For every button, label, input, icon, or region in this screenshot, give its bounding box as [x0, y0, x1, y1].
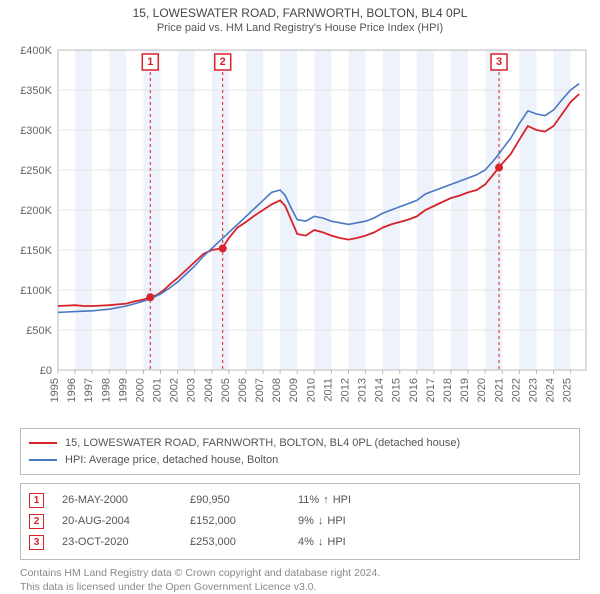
row-date: 23-OCT-2020 [62, 532, 172, 553]
svg-text:2016: 2016 [408, 378, 420, 402]
svg-text:2014: 2014 [374, 378, 386, 402]
svg-text:2011: 2011 [322, 378, 334, 402]
row-hpi: 11%↑HPI [298, 490, 351, 511]
svg-text:2015: 2015 [391, 378, 403, 402]
chart-subtitle: Price paid vs. HM Land Registry's House … [4, 22, 596, 34]
table-row: 3 23-OCT-2020 £253,000 4%↓HPI [29, 532, 571, 553]
row-date: 26-MAY-2000 [62, 490, 172, 511]
chart-title: 15, LOWESWATER ROAD, FARNWORTH, BOLTON, … [4, 6, 596, 20]
copyright-line: Contains HM Land Registry data © Crown c… [20, 566, 580, 580]
row-hpi: 4%↓HPI [298, 532, 346, 553]
svg-text:£300K: £300K [20, 125, 52, 137]
row-price: £90,950 [190, 490, 280, 511]
svg-text:£50K: £50K [26, 325, 52, 337]
svg-text:1: 1 [147, 56, 153, 68]
copyright-line: This data is licensed under the Open Gov… [20, 580, 580, 594]
row-marker: 2 [29, 514, 44, 529]
svg-text:2012: 2012 [339, 378, 351, 402]
legend-swatch [29, 442, 57, 444]
svg-text:2006: 2006 [237, 378, 249, 402]
row-marker: 1 [29, 493, 44, 508]
svg-text:2020: 2020 [476, 378, 488, 402]
legend-item: 15, LOWESWATER ROAD, FARNWORTH, BOLTON, … [29, 435, 571, 452]
row-hpi: 9%↓HPI [298, 511, 346, 532]
svg-text:2013: 2013 [357, 378, 369, 402]
svg-text:2017: 2017 [425, 378, 437, 402]
svg-text:1995: 1995 [49, 378, 61, 402]
sales-table: 1 26-MAY-2000 £90,950 11%↑HPI 2 20-AUG-2004 £1… [20, 483, 580, 560]
row-marker: 3 [29, 535, 44, 550]
svg-text:2009: 2009 [288, 378, 300, 402]
svg-text:1998: 1998 [100, 378, 112, 402]
svg-text:2019: 2019 [459, 378, 471, 402]
svg-text:2018: 2018 [442, 378, 454, 402]
row-price: £253,000 [190, 532, 280, 553]
legend-label: HPI: Average price, detached house, Bolt… [65, 452, 278, 469]
svg-text:1997: 1997 [83, 378, 95, 402]
svg-text:2008: 2008 [271, 378, 283, 402]
table-row: 2 20-AUG-2004 £152,000 9%↓HPI [29, 511, 571, 532]
svg-text:3: 3 [496, 56, 502, 68]
svg-text:2: 2 [220, 56, 226, 68]
table-row: 1 26-MAY-2000 £90,950 11%↑HPI [29, 490, 571, 511]
svg-text:2021: 2021 [493, 378, 505, 402]
svg-text:£100K: £100K [20, 285, 52, 297]
svg-text:£200K: £200K [20, 205, 52, 217]
row-date: 20-AUG-2004 [62, 511, 172, 532]
row-price: £152,000 [190, 511, 280, 532]
svg-text:2007: 2007 [254, 378, 266, 402]
svg-text:2023: 2023 [527, 378, 539, 402]
svg-text:2004: 2004 [203, 378, 215, 402]
legend-item: HPI: Average price, detached house, Bolt… [29, 452, 571, 469]
line-chart: £0 £50K £100K £150K £200K £250K £300K £350K £400… [10, 40, 590, 420]
svg-text:1999: 1999 [117, 378, 129, 402]
svg-text:2010: 2010 [305, 378, 317, 402]
svg-text:2024: 2024 [545, 378, 557, 402]
svg-text:£400K: £400K [20, 45, 52, 57]
svg-text:2025: 2025 [562, 378, 574, 402]
svg-text:1996: 1996 [66, 378, 78, 402]
svg-text:2002: 2002 [169, 378, 181, 402]
legend: 15, LOWESWATER ROAD, FARNWORTH, BOLTON, … [20, 428, 580, 475]
chart-area: £0 £50K £100K £150K £200K £250K £300K £350K £400… [10, 40, 590, 420]
svg-text:2001: 2001 [152, 378, 164, 402]
legend-label: 15, LOWESWATER ROAD, FARNWORTH, BOLTON, … [65, 435, 460, 452]
svg-text:2022: 2022 [510, 378, 522, 402]
svg-text:£250K: £250K [20, 165, 52, 177]
legend-swatch [29, 459, 57, 461]
svg-text:2005: 2005 [220, 378, 232, 402]
svg-text:£0: £0 [40, 365, 52, 377]
svg-text:2000: 2000 [134, 378, 146, 402]
svg-text:£150K: £150K [20, 245, 52, 257]
svg-text:£350K: £350K [20, 85, 52, 97]
svg-text:2003: 2003 [186, 378, 198, 402]
